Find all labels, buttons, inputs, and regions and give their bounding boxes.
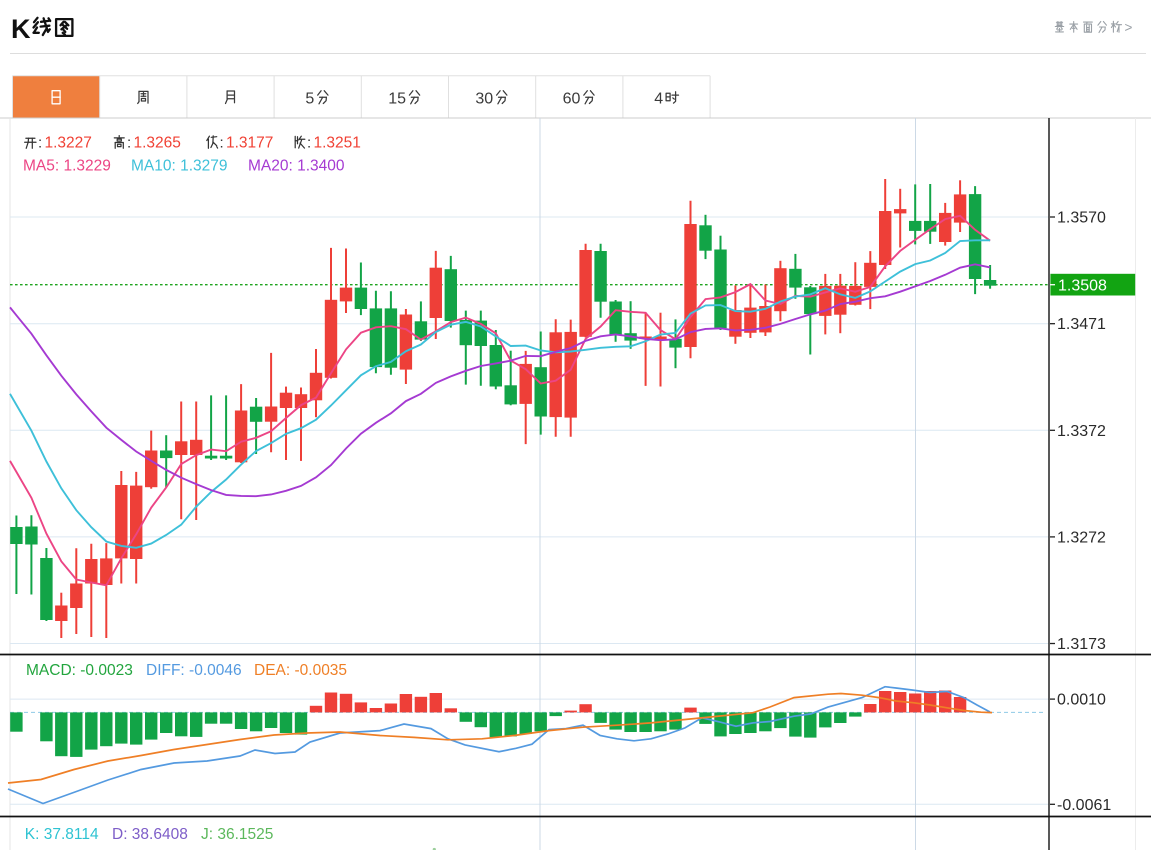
svg-text:1.3251: 1.3251	[314, 135, 361, 152]
svg-text:1.3372: 1.3372	[1057, 423, 1106, 440]
svg-text:DEA: -0.0035: DEA: -0.0035	[254, 662, 347, 679]
svg-text:1.3471: 1.3471	[1057, 316, 1106, 333]
svg-text:J: 36.1525: J: 36.1525	[201, 826, 273, 843]
svg-text:K: 37.8114: K: 37.8114	[25, 826, 99, 843]
svg-text::: :	[38, 135, 42, 152]
svg-text:30: 30	[475, 91, 493, 108]
svg-text:4: 4	[654, 91, 663, 108]
svg-text:60: 60	[563, 91, 581, 108]
svg-text:MA10: 1.3279: MA10: 1.3279	[131, 158, 228, 175]
svg-text:MACD: -0.0023: MACD: -0.0023	[26, 662, 133, 679]
svg-text::: :	[307, 135, 311, 152]
svg-text:DIFF: -0.0046: DIFF: -0.0046	[146, 662, 242, 679]
svg-text:15: 15	[388, 91, 406, 108]
svg-text:>: >	[1125, 20, 1133, 35]
svg-text:1.3272: 1.3272	[1057, 529, 1106, 546]
svg-text::: :	[127, 135, 131, 152]
svg-text:1.3177: 1.3177	[226, 135, 273, 152]
svg-text:5: 5	[305, 91, 314, 108]
svg-text:0.0010: 0.0010	[1057, 692, 1106, 709]
svg-text:1.3570: 1.3570	[1057, 210, 1106, 227]
svg-text:-0.0061: -0.0061	[1057, 797, 1111, 814]
svg-text:K: K	[11, 14, 31, 44]
svg-text:1.3173: 1.3173	[1057, 636, 1106, 653]
svg-text:1.3508: 1.3508	[1058, 278, 1107, 295]
svg-text:MA20: 1.3400: MA20: 1.3400	[248, 158, 345, 175]
svg-text:MA5: 1.3229: MA5: 1.3229	[23, 158, 111, 175]
svg-text:1.3265: 1.3265	[134, 135, 181, 152]
svg-text::: :	[220, 135, 224, 152]
svg-text:D: 38.6408: D: 38.6408	[112, 826, 188, 843]
svg-text:1.3227: 1.3227	[45, 135, 92, 152]
